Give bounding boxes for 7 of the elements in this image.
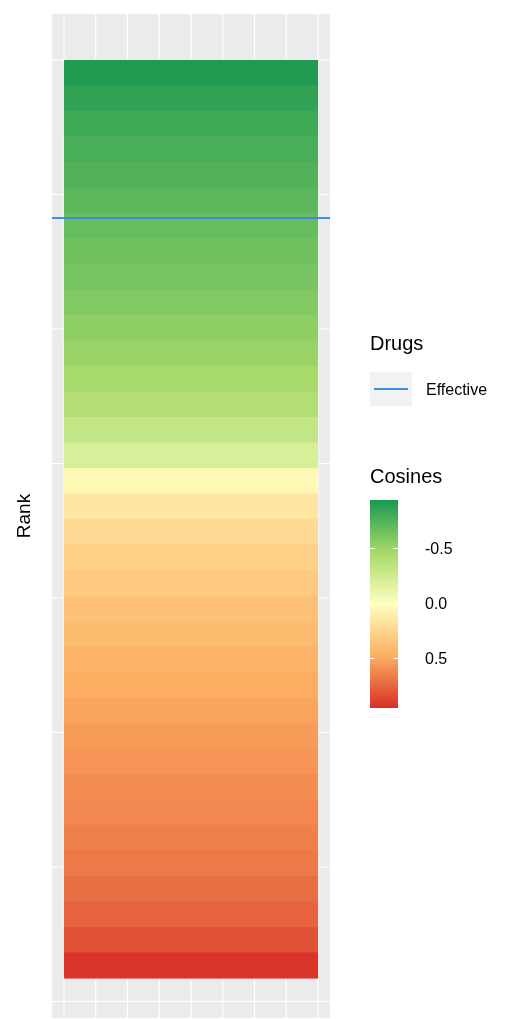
color-bar-label: -0.5 bbox=[425, 540, 453, 558]
legend-title: Drugs bbox=[370, 332, 424, 354]
color-bar-title: Cosines bbox=[370, 465, 443, 487]
color-bar-label: 0.5 bbox=[425, 650, 448, 668]
y-axis-title: Rank bbox=[13, 493, 34, 539]
color-bar-label: 0.0 bbox=[425, 595, 448, 613]
text: Effective bbox=[426, 381, 488, 398]
